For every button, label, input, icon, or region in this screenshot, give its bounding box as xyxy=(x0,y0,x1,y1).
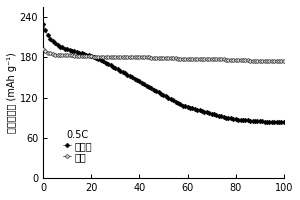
Line: 包覆: 包覆 xyxy=(41,47,286,62)
未包覆 xyxy=(210,113,213,115)
包覆 xyxy=(152,57,156,59)
未包覆 xyxy=(58,45,62,48)
未包覆 xyxy=(101,60,105,63)
包覆 xyxy=(186,57,189,60)
Legend: 未包覆, 包覆: 未包覆, 包覆 xyxy=(60,127,95,165)
包覆 xyxy=(282,59,286,62)
Line: 未包覆: 未包覆 xyxy=(41,22,286,124)
包覆 xyxy=(58,53,62,56)
包覆 xyxy=(210,58,213,61)
未包覆 xyxy=(263,121,266,123)
Y-axis label: 放电比容量 (mAh g⁻¹): 放电比容量 (mAh g⁻¹) xyxy=(7,52,17,133)
未包覆 xyxy=(222,116,226,118)
包覆 xyxy=(41,47,45,50)
未包覆 xyxy=(282,121,286,123)
未包覆 xyxy=(186,106,189,108)
包覆 xyxy=(101,55,105,58)
未包覆 xyxy=(41,23,45,25)
未包覆 xyxy=(152,88,156,91)
包覆 xyxy=(248,59,252,62)
包覆 xyxy=(222,58,226,61)
